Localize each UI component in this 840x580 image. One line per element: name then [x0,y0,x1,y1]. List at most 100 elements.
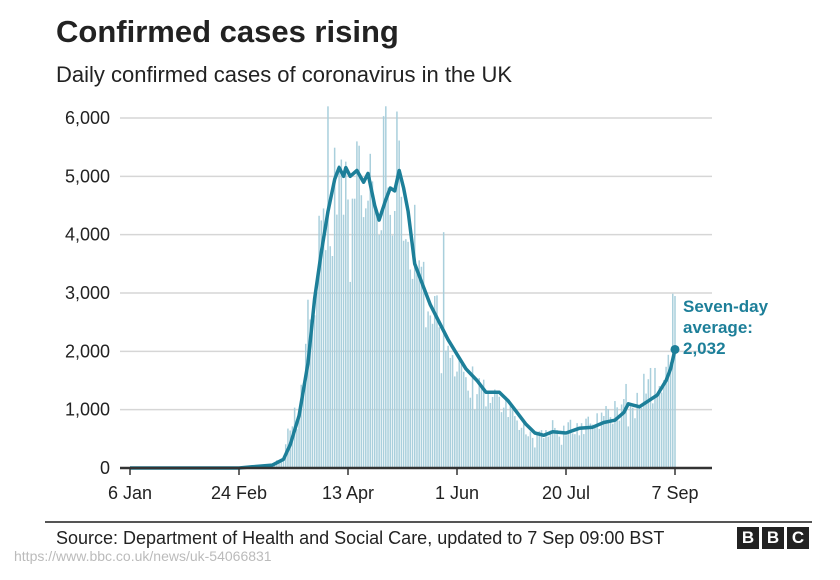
daily-cases-bar [603,416,605,468]
bbc-logo-letter: B [737,527,759,549]
daily-cases-bar [440,373,443,468]
daily-cases-bar [565,435,567,468]
daily-cases-bar [434,296,436,468]
daily-cases-bar [460,362,463,468]
daily-cases-bar [331,256,334,468]
daily-cases-bar [625,383,627,468]
daily-cases-bar [571,433,574,468]
daily-cases-bar [311,326,314,468]
daily-cases-bar [418,260,420,468]
daily-cases-bar [282,459,285,468]
daily-cases-bar [549,430,552,468]
daily-cases-bar [313,315,316,468]
daily-cases-bar [369,153,371,469]
daily-cases-bar [442,232,445,468]
daily-cases-bar [487,393,489,468]
daily-cases-bar [293,407,296,468]
daily-cases-bar [494,389,496,468]
daily-cases-bar [563,425,565,468]
daily-cases-bar [465,377,467,468]
daily-cases-bar [500,412,503,468]
footer-divider [45,521,812,523]
annotation-value: 2,032 [683,339,726,358]
daily-cases-bar [280,460,283,468]
daily-cases-bar [367,200,369,469]
daily-cases-bar [578,435,581,468]
chart-svg: 0 1,000 2,000 3,000 4,000 5,000 6,000 6 Jan 24 F… [65,106,712,503]
daily-cases-bar [307,299,309,468]
daily-cases-bar [576,423,578,468]
x-tick-label: 7 Sep [651,483,698,503]
daily-cases-bar [609,417,612,468]
daily-cases-bar [471,366,474,468]
daily-cases-bar [376,216,378,468]
daily-cases-bar [498,396,501,468]
daily-cases-bar [600,412,603,468]
daily-cases-bar [482,379,485,468]
daily-cases-bar [516,420,518,468]
daily-cases-bar [456,371,458,468]
daily-cases-bar [667,354,670,468]
y-tick-label: 2,000 [65,341,110,361]
daily-cases-bar [345,161,347,468]
daily-cases-bar [340,159,343,469]
daily-cases-bar [467,390,469,468]
daily-cases-bar [480,384,483,468]
daily-cases-bar [302,383,305,468]
daily-cases-bar [587,416,589,468]
daily-cases-bar [665,366,667,468]
daily-cases-bar [316,292,318,468]
daily-cases-bar [545,430,547,468]
daily-cases-bar [296,429,298,468]
daily-cases-bar [351,198,354,468]
daily-cases-bar [551,420,554,468]
daily-cases-bar [536,434,538,468]
daily-cases-bar [474,409,476,468]
x-tick-label: 13 Apr [322,483,374,503]
daily-cases-bar [309,319,311,468]
daily-cases-bar [436,295,438,468]
daily-cases-bar [402,240,405,468]
daily-cases-bar [654,367,656,468]
daily-cases-bar [396,111,398,469]
daily-cases-bar [522,419,525,468]
daily-cases-bar [378,234,380,468]
watermark-url: https://www.bbc.co.uk/news/uk-54066831 [14,548,272,564]
daily-cases-bar [514,416,516,468]
daily-cases-bar [591,424,594,468]
daily-cases-bar [365,208,367,468]
daily-cases-bar [616,407,618,468]
daily-cases-bar [647,379,650,468]
daily-cases-bar [640,407,643,468]
daily-cases-bar [360,195,363,468]
daily-cases-bar [338,164,340,469]
daily-cases-bar [596,413,598,468]
y-tick-label: 1,000 [65,400,110,420]
daily-cases-bar [485,406,487,468]
daily-cases-bar [420,266,423,468]
daily-cases-bar [534,447,536,468]
daily-cases-bar [454,376,456,468]
daily-cases-bar [373,207,376,469]
daily-cases-bar [527,436,529,468]
daily-cases-bar [627,426,630,468]
daily-cases-bar [451,355,454,468]
daily-cases-bar [660,392,663,468]
chart-subtitle: Daily confirmed cases of coronavirus in … [56,62,513,87]
average-end-marker [670,344,680,354]
daily-cases-bar [356,141,358,468]
daily-cases-bar [496,392,498,468]
daily-cases-bar [567,422,569,468]
daily-cases-bar [556,430,558,468]
daily-cases-bar [511,409,514,468]
daily-cases-bar [489,402,492,468]
daily-cases-bar [413,204,416,469]
chart-title: Confirmed cases rising [56,14,399,49]
x-tick-label: 1 Jun [435,483,479,503]
x-tick-label: 24 Feb [211,483,267,503]
daily-cases-bar [634,418,636,468]
x-tick-label: 6 Jan [108,483,152,503]
daily-cases-bar [629,404,632,468]
daily-cases-bar [391,235,394,468]
daily-cases-bar [491,396,494,468]
